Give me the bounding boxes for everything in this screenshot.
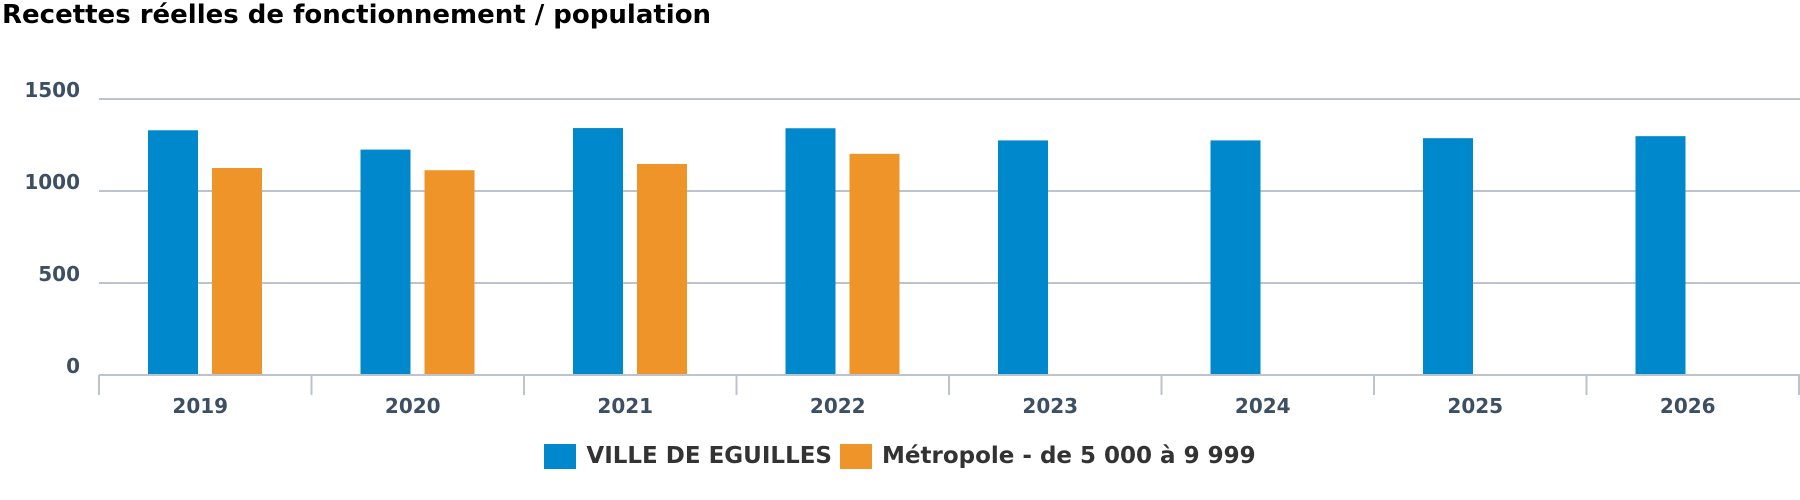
x-tick-label-2024: 2024 [1235,394,1291,418]
bar-1-2024 [1210,140,1261,375]
legend-swatch-series-1 [544,443,577,469]
chart-title: Recettes réelles de fonctionnement / pop… [2,0,712,30]
bar-chart: 0 500 1000 1500 2019 2020 2021 2022 2023 2024 202… [24,78,1800,418]
y-tick-label-500: 500 [38,262,80,286]
y-axis-labels: 0 500 1000 1500 [24,78,80,378]
bar-2-2020 [424,170,475,375]
x-tick-label-2022: 2022 [810,394,866,418]
legend-item-series-1[interactable]: VILLE DE EGUILLES [544,443,832,469]
legend: VILLE DE EGUILLES Métropole - de 5 000 à… [0,443,1800,469]
x-tick-label-2026: 2026 [1660,394,1716,418]
bar-1-2026 [1635,136,1686,375]
legend-item-series-2[interactable]: Métropole - de 5 000 à 9 999 [840,443,1256,469]
y-tick-label-1000: 1000 [24,170,80,194]
bar-1-2020 [360,149,411,375]
bar-1-2019 [148,130,198,375]
bar-1-2023 [998,140,1048,375]
bar-2-2022 [849,153,900,375]
bar-2-2019 [212,168,262,375]
x-axis: 2019 2020 2021 2022 2023 2024 2025 2026 [98,374,1800,418]
bars [148,128,1686,375]
x-tick-label-2021: 2021 [597,394,653,418]
x-tick-label-2023: 2023 [1022,394,1078,418]
x-tick-label-2020: 2020 [385,394,441,418]
bar-2-2021 [637,163,687,375]
x-tick-label-2019: 2019 [172,394,228,418]
legend-swatch-series-2 [840,443,873,469]
legend-label-series-2: Métropole - de 5 000 à 9 999 [882,443,1256,469]
bar-1-2025 [1423,138,1473,375]
y-tick-label-1500: 1500 [24,78,80,102]
gridlines [99,98,1800,284]
legend-label-series-1: VILLE DE EGUILLES [586,443,833,469]
bar-1-2021 [573,128,623,375]
bar-1-2022 [785,128,836,375]
y-tick-label-0: 0 [66,354,80,378]
x-tick-label-2025: 2025 [1447,394,1503,418]
